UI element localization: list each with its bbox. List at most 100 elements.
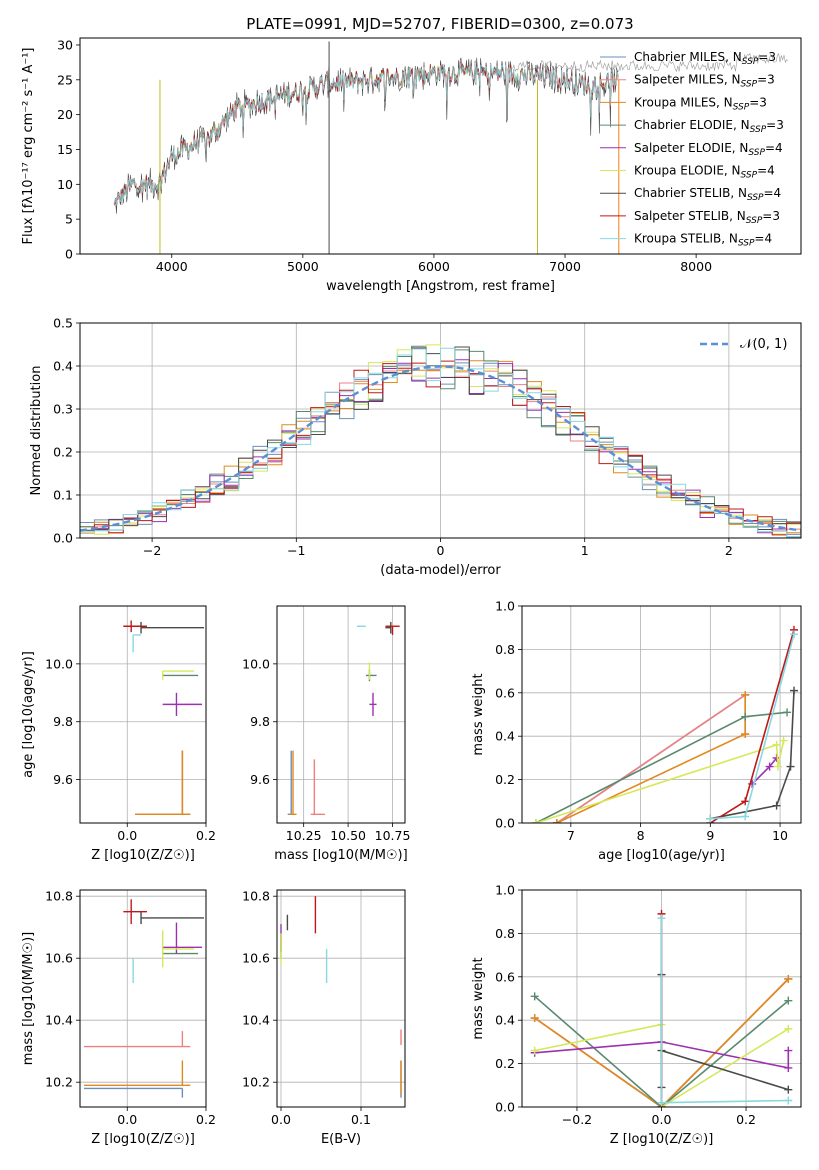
weight-marker [657,1098,666,1107]
weight-marker [772,740,781,749]
y-tick-label: 1.0 [495,599,515,614]
y-tick-label: 0.2 [495,1056,515,1071]
panel-age-vs-mass: 10.25 10.50 10.75 9.6 9.8 10.0 mass [log10(M/M… [242,605,410,863]
weight-marker [784,996,793,1005]
weight-marker [530,1046,539,1055]
plot-area [280,896,402,1098]
y-tick-label: 0 [65,247,73,262]
panel-mass-vs-z: 0.0 0.2 10.2 10.4 10.6 10.8 Z [log10(Z/Z☉)] mas… [21,889,216,1147]
x-tick-label: 0.2 [736,1112,756,1127]
panel-residual-hist: −2 −1 0 1 2 0.0 0.1 0.2 0.3 0.4 0.5 (data-model)/er… [29,316,802,578]
weight-line [660,974,789,1091]
weight-marker [552,819,561,823]
x-tick-label: 0.0 [652,1112,672,1127]
y-tick-label: 0.0 [495,1100,515,1115]
legend: Chabrier MILES, NSSP=3 Salpeter MILES, NS… [600,50,784,249]
x-tick-label: 10.25 [286,828,322,843]
legend-label: Chabrier MILES, NSSP=3 [634,50,776,67]
y-axis-label: mass weight [471,957,486,1039]
x-tick-label: 8000 [680,259,712,274]
x-tick-label: 10 [772,828,788,843]
y-tick-label: 0.4 [495,1013,515,1028]
x-tick-label: 0 [437,543,445,558]
y-tick-label: 15 [57,142,73,157]
y-tick-label: 10.8 [242,889,270,904]
y-tick-label: 10 [57,177,73,192]
x-axis-label: (data-model)/error [380,563,501,578]
x-tick-label: −1 [287,543,305,558]
weight-marker [779,736,788,745]
weight-marker [784,1085,793,1094]
y-tick-label: 9.8 [53,714,73,729]
spectrum-extension [512,52,789,73]
legend-label: Kroupa ELODIE, NSSP=4 [634,164,775,181]
y-tick-label: 0.0 [495,816,515,831]
weight-line [535,740,785,823]
weight-marker [530,1014,539,1023]
y-tick-label: 0.5 [53,316,73,331]
x-tick-label: 6000 [418,259,450,274]
y-tick-label: 5 [65,212,73,227]
weight-marker [531,819,540,823]
weight-marker [741,730,750,739]
weight-line [534,1041,790,1069]
y-axis-label: Normed distribution [29,366,44,496]
y-tick-label: 0.6 [495,969,515,984]
x-tick-label: −0.2 [562,1112,592,1127]
x-axis-label: Z [log10(Z/Z☉)] [91,1132,195,1147]
y-tick-label: 10.2 [242,1075,270,1090]
spectrum-line [113,61,619,206]
y-tick-label: 0.4 [495,729,515,744]
weight-line [556,693,746,823]
axes-frame [276,889,406,1108]
legend-label: Kroupa STELIB, NSSP=4 [634,232,772,249]
weight-marker [784,1046,793,1055]
y-axis-label: mass weight [471,673,486,755]
plot-area [113,41,789,254]
weight-line [660,918,789,1104]
axes-frame [79,37,802,255]
axes-frame [79,889,207,1108]
weight-line [534,995,789,1107]
panel-age-vs-z: 0.0 0.2 9.6 9.8 10.0 Z [log10(Z/Z☉)] age [log1… [21,605,216,863]
y-tick-label: 1.0 [495,883,515,898]
y-axis-label: age [log10(age/yr)] [21,651,36,778]
legend: 𝒩(0, 1) [700,337,787,352]
figure-title: PLATE=0991, MJD=52707, FIBERID=0300, z=0… [246,15,633,33]
x-tick-label: 8 [637,828,645,843]
weight-line [710,690,795,820]
spectrum-line [113,63,619,211]
y-axis-label: mass [log10(M/M☉)] [21,932,36,1065]
x-axis-label: wavelength [Angstrom, rest frame] [326,279,555,294]
y-tick-label: 0.2 [495,772,515,787]
legend-label: 𝒩(0, 1) [740,337,787,352]
weight-marker [773,762,782,771]
weight-marker [790,630,799,639]
axes-frame [521,605,802,824]
x-axis-label: E(B-V) [321,1132,361,1147]
legend-label: Salpeter STELIB, NSSP=3 [634,209,780,226]
weight-marker [783,708,792,717]
weight-marker [706,814,715,823]
y-tick-label: 10.0 [242,656,270,671]
x-axis-label: mass [log10(M/M☉)] [274,848,407,863]
weight-marker [530,992,539,1001]
weight-marker [657,914,666,923]
legend-label: Chabrier ELODIE, NSSP=3 [634,118,784,135]
y-tick-label: 10.8 [45,889,73,904]
y-tick-label: 10.2 [45,1075,73,1090]
axes-frame [276,605,406,824]
legend-label: Kroupa MILES, NSSP=3 [634,95,767,112]
weight-marker [741,690,750,699]
y-tick-label: 0.3 [53,402,73,417]
y-tick-label: 10.4 [242,1013,270,1028]
plot-area [83,899,205,1098]
axes-frame [521,889,802,1108]
x-axis-label: Z [log10(Z/Z☉)] [91,848,195,863]
x-tick-label: 5000 [287,259,319,274]
weight-marker [765,762,774,771]
weight-line [535,711,788,823]
x-tick-label: 0.0 [117,828,137,843]
y-tick-label: 0.6 [495,685,515,700]
